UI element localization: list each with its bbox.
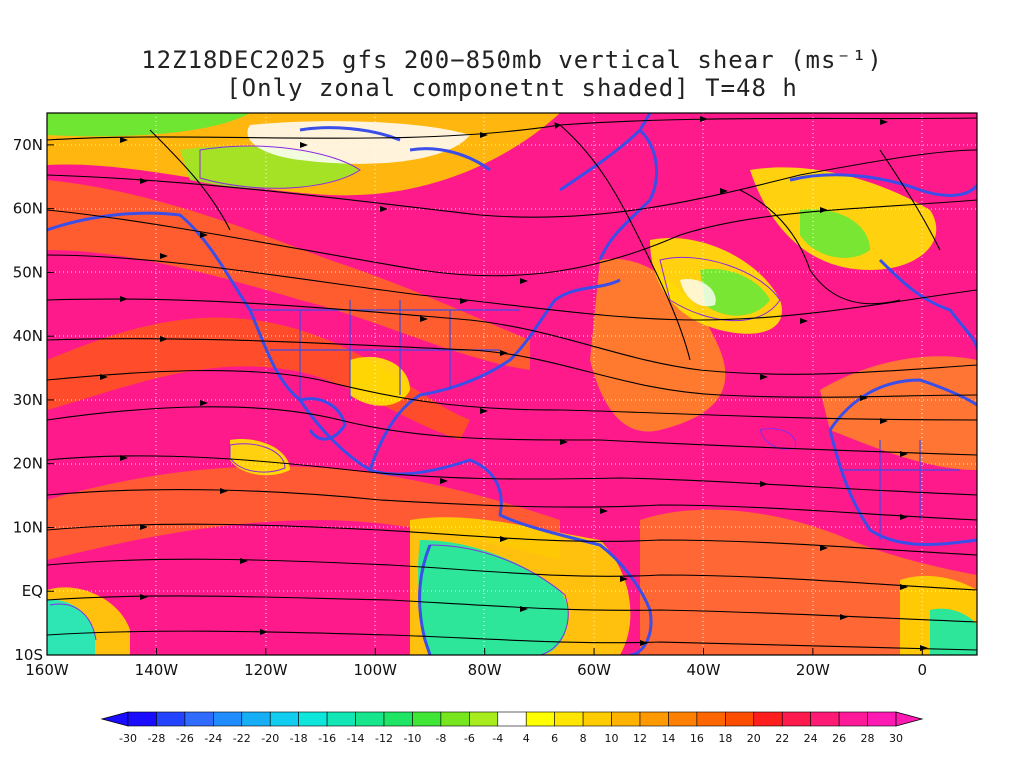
colorbar-label: -18 xyxy=(290,732,308,745)
colorbar-swatch xyxy=(412,711,442,727)
colorbar-max-arrow xyxy=(895,711,924,727)
chart-title-line2: [Only zonal componetnt shaded] T=48 h xyxy=(226,74,798,102)
colorbar-label: 30 xyxy=(889,732,903,745)
colorbar-label: 10 xyxy=(605,732,619,745)
lon-tick-label: 160W xyxy=(25,661,69,679)
shear-band xyxy=(47,180,530,370)
colorbar-label: 4 xyxy=(523,732,530,745)
lat-tick-label: 20N xyxy=(13,455,43,473)
colorbar-swatch xyxy=(383,711,413,727)
colorbar-swatch xyxy=(355,711,385,727)
shear-band xyxy=(590,258,726,432)
longitude-axis: 160W 140W 120W 100W 80W 60W 40W 20W 0 xyxy=(25,648,927,679)
easterly-shear-area xyxy=(700,269,770,316)
contour-lines xyxy=(49,145,797,655)
colorbar-swatch xyxy=(810,711,840,727)
colorbar-swatch xyxy=(127,711,157,727)
colorbar-label: 16 xyxy=(690,732,704,745)
colorbar-label: 26 xyxy=(832,732,846,745)
easterly-shear-area xyxy=(800,209,870,258)
colorbar-label: 28 xyxy=(861,732,875,745)
colorbar-swatch xyxy=(269,711,299,727)
lon-tick-label: 60W xyxy=(577,661,611,679)
lon-tick-label: 40W xyxy=(687,661,721,679)
lon-tick-label: 80W xyxy=(468,661,502,679)
lat-tick-label: 70N xyxy=(13,136,43,154)
plot-frame xyxy=(46,112,978,656)
colorbar-label: -4 xyxy=(492,732,503,745)
colorbar-label: -16 xyxy=(318,732,336,745)
lon-tick-label: 120W xyxy=(244,661,288,679)
graticule xyxy=(47,113,977,655)
colorbar-label: -26 xyxy=(176,732,194,745)
colorbar-label: 8 xyxy=(580,732,587,745)
colorbar-swatch xyxy=(525,711,555,727)
colorbar-swatch xyxy=(611,711,641,727)
streamlines xyxy=(47,117,977,651)
colorbar-swatch xyxy=(696,711,726,727)
near-zero-area xyxy=(680,279,716,307)
colorbar-label: -6 xyxy=(464,732,475,745)
colorbar-swatch xyxy=(298,711,328,727)
latitude-axis: 70N 60N 50N 40N 30N 20N 10N EQ 10S xyxy=(13,136,54,664)
colorbar-swatch xyxy=(469,711,499,727)
colorbar-min-arrow xyxy=(100,711,129,727)
colorbar-swatch xyxy=(838,711,868,727)
colorbar-label: 18 xyxy=(718,732,732,745)
colorbar-label: -8 xyxy=(435,732,446,745)
colorbar-swatch xyxy=(554,711,584,727)
near-zero-area xyxy=(247,121,470,164)
lat-tick-label: 60N xyxy=(13,200,43,218)
map-field xyxy=(47,113,977,655)
colorbar-swatch xyxy=(241,711,271,727)
colorbar-swatch xyxy=(639,711,669,727)
colorbar-swatch xyxy=(184,711,214,727)
lon-tick-label: 0 xyxy=(918,661,928,679)
lat-tick-label: 40N xyxy=(13,327,43,345)
lat-tick-label: 10S xyxy=(14,646,43,664)
colorbar-label: -22 xyxy=(233,732,251,745)
colorbar-label: -28 xyxy=(147,732,165,745)
colorbar-label: -30 xyxy=(119,732,137,745)
lat-tick-label: EQ xyxy=(22,582,43,600)
colorbar: -30 -28 -26 -24 -22 -20 -18 -16 -14 -12 -10 -8 -6 -4 4… xyxy=(100,711,924,745)
lat-tick-label: 50N xyxy=(13,263,43,281)
colorbar-swatch xyxy=(582,711,612,727)
colorbar-label: -12 xyxy=(375,732,393,745)
lat-tick-label: 30N xyxy=(13,391,43,409)
colorbar-swatch xyxy=(213,711,243,727)
colorbar-swatch xyxy=(781,711,811,727)
lon-tick-label: 100W xyxy=(354,661,398,679)
colorbar-swatch xyxy=(497,711,527,727)
colorbar-swatch xyxy=(440,711,470,727)
colorbar-label: 20 xyxy=(747,732,761,745)
weak-shear-area xyxy=(230,439,290,476)
colorbar-swatch xyxy=(867,711,897,727)
colorbar-swatch xyxy=(753,711,783,727)
colorbar-label: -10 xyxy=(403,732,421,745)
colorbar-label: 22 xyxy=(775,732,789,745)
colorbar-swatch xyxy=(326,711,356,727)
easterly-shear-area xyxy=(47,113,250,137)
chart-title-line1: 12Z18DEC2025 gfs 200−850mb vertical shea… xyxy=(141,46,883,74)
colorbar-swatch xyxy=(725,711,755,727)
colorbar-swatch xyxy=(668,711,698,727)
colorbar-label: -24 xyxy=(204,732,222,745)
lon-tick-label: 20W xyxy=(796,661,830,679)
shear-band xyxy=(47,317,470,440)
colorbar-label: 6 xyxy=(551,732,558,745)
colorbar-swatch xyxy=(156,711,186,727)
lon-tick-label: 140W xyxy=(135,661,179,679)
weak-shear-area xyxy=(350,356,410,406)
colorbar-label: -14 xyxy=(347,732,365,745)
colorbar-label: 24 xyxy=(804,732,818,745)
lat-tick-label: 10N xyxy=(13,518,43,536)
colorbar-label: 12 xyxy=(633,732,647,745)
colorbar-label: -20 xyxy=(261,732,279,745)
colorbar-label: 14 xyxy=(661,732,675,745)
